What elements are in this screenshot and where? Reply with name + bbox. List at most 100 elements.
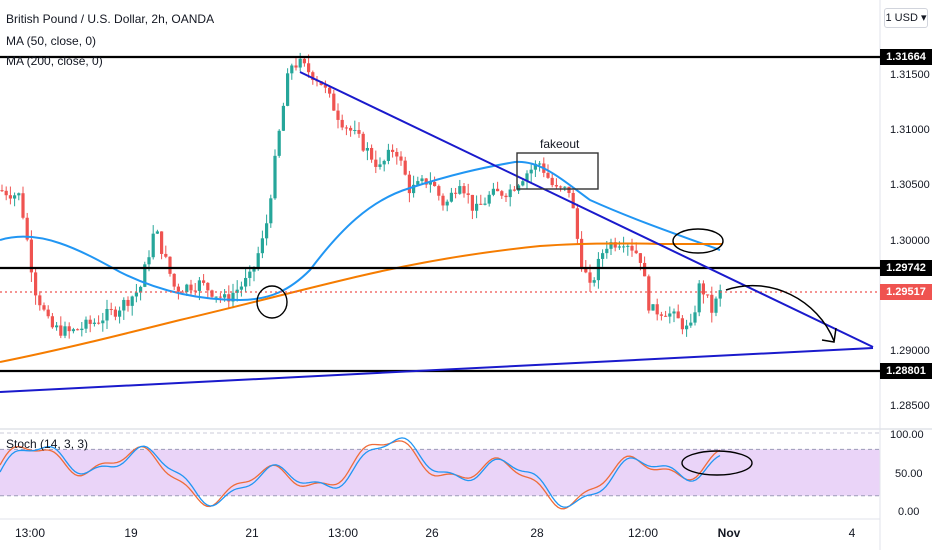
candle-body <box>407 174 411 194</box>
candle-body <box>0 190 4 192</box>
candle-body <box>601 253 605 259</box>
candle-body <box>386 149 390 161</box>
candle-body <box>361 133 365 151</box>
candle-body <box>508 189 512 198</box>
candle-body <box>617 246 621 248</box>
candle-body <box>231 292 235 302</box>
candle-body <box>416 181 420 185</box>
candle-body <box>214 296 218 298</box>
candle-body <box>449 192 453 202</box>
candle-body <box>638 253 642 263</box>
ma50-line[interactable] <box>0 160 721 302</box>
candle-body <box>92 322 96 324</box>
candle-body <box>395 151 399 157</box>
candle-body <box>46 309 50 317</box>
candle-body <box>286 73 290 106</box>
candle-body <box>59 325 63 336</box>
candle-body <box>487 194 491 204</box>
candle-body <box>76 329 80 331</box>
candle-body <box>202 280 206 283</box>
candle-body <box>256 253 260 267</box>
time-tick: 13:00 <box>15 526 45 540</box>
stoch-k-line[interactable] <box>0 437 721 508</box>
time-axis[interactable]: 13:00 19 21 13:00 26 28 12:00 Nov 4 <box>15 526 856 540</box>
candle-body <box>554 185 558 187</box>
candle-body <box>235 289 239 293</box>
candle-body <box>433 181 437 187</box>
candle-body <box>613 242 617 248</box>
ma200-legend[interactable]: MA (200, close, 0) <box>6 54 103 68</box>
stoch-lines-layer <box>0 437 721 510</box>
candle-body <box>391 149 395 152</box>
candle-body <box>584 267 588 273</box>
candle-body <box>420 178 424 182</box>
candle-body <box>470 194 474 211</box>
candle-body <box>206 282 210 291</box>
chart-title: British Pound / U.S. Dollar, 2h, OANDA <box>6 12 215 26</box>
candle-body <box>475 203 479 211</box>
level-box-29742: 1.29742 <box>880 260 932 276</box>
candle-body <box>55 325 59 328</box>
stoch-label: Stoch (14, 3, 3) <box>6 437 88 451</box>
ascending-trendline[interactable] <box>0 347 874 393</box>
candle-body <box>483 203 487 205</box>
ma-cross-circle[interactable] <box>256 285 288 319</box>
candle-body <box>134 292 138 297</box>
ma50-legend[interactable]: MA (50, close, 0) <box>6 34 97 48</box>
candle-body <box>479 203 483 205</box>
candle-body <box>160 231 164 254</box>
price-tick: 1.29000 <box>890 345 930 357</box>
candle-body <box>130 296 134 306</box>
candle-body <box>50 316 54 328</box>
candle-body <box>155 231 159 234</box>
candle-body <box>197 280 201 291</box>
currency-button[interactable]: 1 USD ▾ <box>884 8 928 28</box>
main-pane[interactable] <box>0 0 880 428</box>
projection-arrow[interactable] <box>725 284 835 342</box>
candle-body <box>71 329 75 332</box>
stoch-d-line[interactable] <box>0 440 721 510</box>
candle-body <box>706 294 710 296</box>
candle-body <box>34 272 38 296</box>
price-tick: 1.30500 <box>890 179 930 191</box>
candle-body <box>340 119 344 128</box>
candle-body <box>643 262 647 277</box>
candle-body <box>122 299 126 311</box>
ma-touch-ellipse[interactable] <box>672 228 724 254</box>
fakeout-box[interactable] <box>516 152 599 190</box>
candle-body <box>399 156 403 161</box>
candle-body <box>428 181 432 185</box>
candle-body <box>67 326 71 332</box>
candle-body <box>227 294 231 302</box>
candle-body <box>596 258 600 281</box>
candle-body <box>273 155 277 199</box>
candle-body <box>668 313 672 317</box>
time-tick-bold: Nov <box>718 526 741 540</box>
candle-body <box>63 326 67 336</box>
candle-body <box>248 271 252 278</box>
candle-body <box>252 266 256 272</box>
stoch-ellipse[interactable] <box>681 450 753 476</box>
candle-body <box>349 127 353 131</box>
candle-body <box>332 93 336 111</box>
candle-body <box>13 195 17 199</box>
descending-trendline[interactable] <box>299 71 874 348</box>
candle-body <box>8 195 12 199</box>
candle-body <box>458 186 462 194</box>
stoch-tick: 0.00 <box>898 506 919 518</box>
candle-body <box>260 238 264 254</box>
candle-body <box>210 290 214 297</box>
candle-body <box>323 85 327 88</box>
candle-body <box>29 239 33 273</box>
candle-body <box>412 184 416 194</box>
candle-body <box>328 87 332 94</box>
candle-body <box>353 129 357 131</box>
candle-body <box>101 320 105 324</box>
candle-body <box>189 284 193 291</box>
candle-body <box>512 189 516 191</box>
candle-body <box>605 248 609 254</box>
time-tick: 21 <box>245 526 259 540</box>
candle-body <box>84 319 88 329</box>
candle-body <box>718 290 722 299</box>
